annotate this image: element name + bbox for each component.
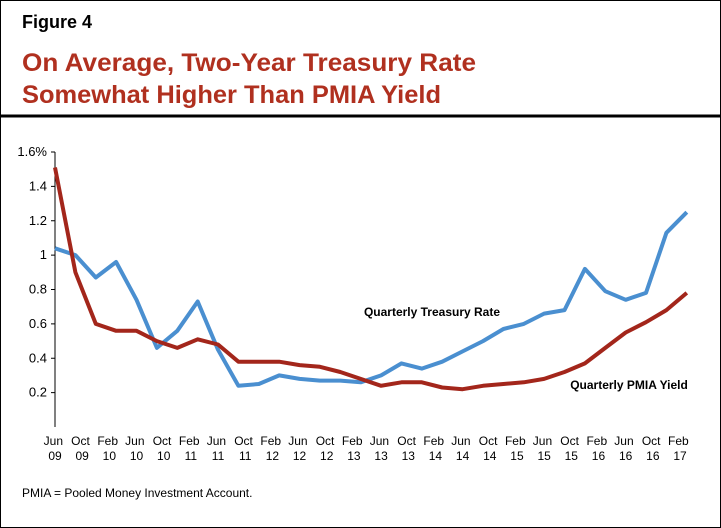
x-tick-label: Jun 10 bbox=[125, 434, 148, 463]
y-tick-label: 1.4 bbox=[29, 178, 47, 193]
x-tick-label: Jun 16 bbox=[614, 434, 637, 463]
y-tick-label: 0.8 bbox=[29, 282, 47, 297]
x-tick-label: Oct 09 bbox=[71, 434, 93, 463]
y-tick-label: 0.6 bbox=[29, 316, 47, 331]
x-tick-label: Oct 16 bbox=[642, 434, 664, 463]
footnote: PMIA = Pooled Money Investment Account. bbox=[22, 486, 252, 500]
x-tick-label: Oct 13 bbox=[397, 434, 419, 463]
chart-title: On Average, Two-Year Treasury Rate bbox=[22, 49, 476, 77]
x-tick-label: Oct 10 bbox=[153, 434, 175, 463]
y-tick-label: 0.2 bbox=[29, 385, 47, 400]
x-tick-label: Oct 14 bbox=[479, 434, 501, 463]
x-tick-label: Oct 12 bbox=[316, 434, 338, 463]
x-tick-label: Jun 13 bbox=[370, 434, 393, 463]
x-tick-label: Oct 15 bbox=[560, 434, 582, 463]
x-tick-label: Jun 12 bbox=[288, 434, 311, 463]
x-tick-label: Feb 13 bbox=[342, 434, 366, 463]
y-tick-label: 0.4 bbox=[29, 350, 47, 365]
data-line bbox=[54, 210, 689, 388]
series-label: Quarterly PMIA Yield bbox=[570, 378, 688, 392]
y-tick-label: 1.6% bbox=[17, 144, 47, 159]
x-tick-label: Jun 09 bbox=[44, 434, 67, 463]
x-tick-label: Feb 14 bbox=[423, 434, 447, 463]
x-tick-label: Feb 12 bbox=[260, 434, 284, 463]
data-line bbox=[53, 167, 689, 392]
x-tick-label: Oct 11 bbox=[234, 434, 256, 463]
x-tick-label: Feb 15 bbox=[505, 434, 529, 463]
x-tick-label: Jun 14 bbox=[451, 434, 474, 463]
x-tick-label: Feb 10 bbox=[97, 434, 121, 463]
x-tick-label: Feb 16 bbox=[586, 434, 610, 463]
chart-title: Somewhat Higher Than PMIA Yield bbox=[22, 81, 441, 109]
x-tick-label: Feb 11 bbox=[179, 434, 203, 463]
figure-label: Figure 4 bbox=[22, 12, 92, 32]
x-tick-label: Jun 11 bbox=[207, 434, 230, 463]
series-label: Quarterly Treasury Rate bbox=[364, 305, 500, 319]
y-tick-label: 1 bbox=[40, 247, 47, 262]
y-tick-label: 1.2 bbox=[29, 213, 47, 228]
x-tick-label: Jun 15 bbox=[533, 434, 556, 463]
x-tick-label: Feb 17 bbox=[668, 434, 692, 463]
